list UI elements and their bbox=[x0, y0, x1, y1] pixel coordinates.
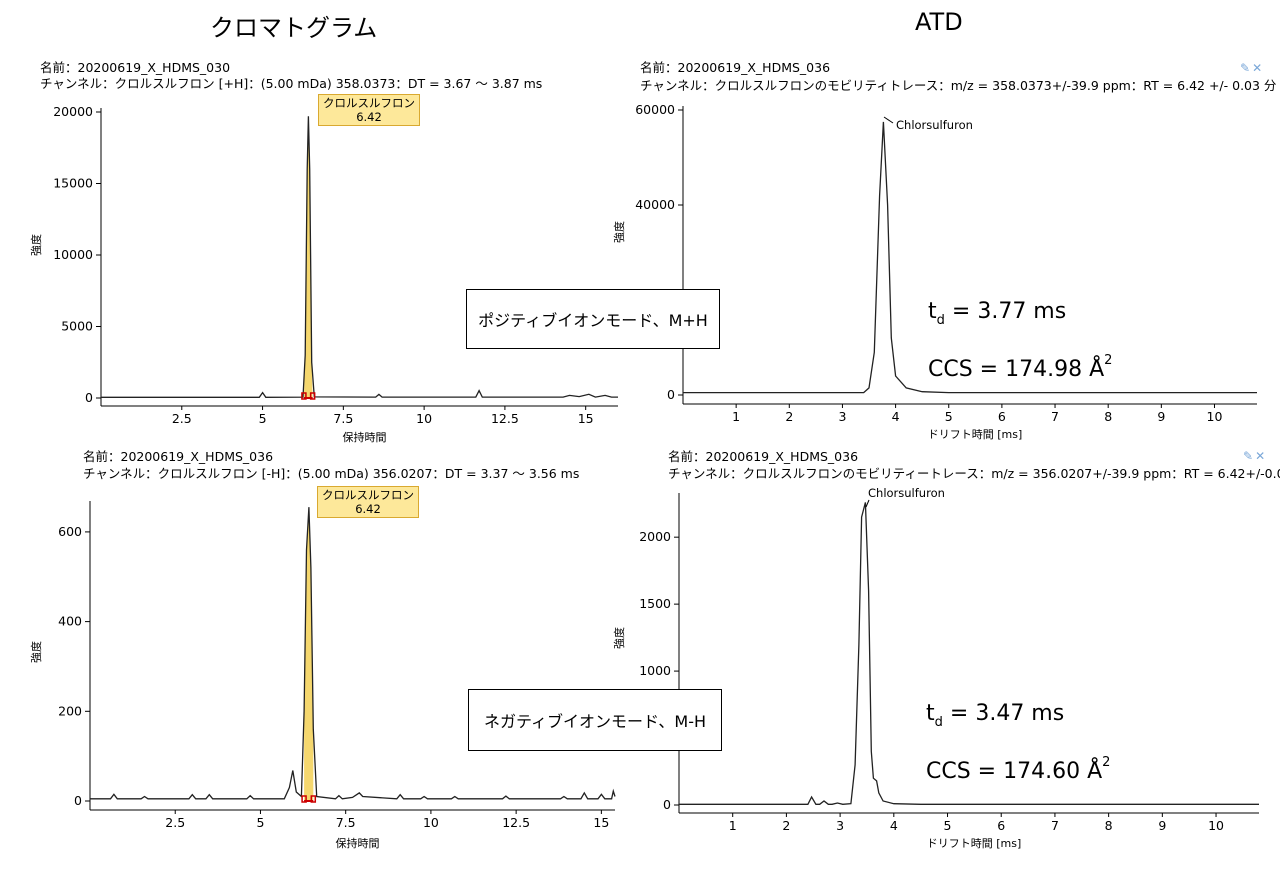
close-icon[interactable]: ✕ bbox=[1255, 449, 1268, 463]
atd_pos-y-tick-label: 40000 bbox=[635, 197, 675, 212]
atd_pos-x-tick-label: 5 bbox=[945, 409, 953, 424]
chrom_neg-x-tick-label: 5 bbox=[256, 815, 264, 830]
atd_neg-y-axis-label: 強度 bbox=[612, 627, 626, 649]
chromatogram-header: クロマトグラム bbox=[210, 14, 378, 42]
atd-pos-peak-name: Chlorsulfuron bbox=[896, 118, 973, 132]
atd_pos-x-tick-label: 8 bbox=[1104, 409, 1112, 424]
atd_pos-x-axis-label: ドリフト時間 [ms] bbox=[928, 428, 1023, 441]
atd_neg-trace bbox=[679, 502, 1259, 805]
atd_pos-x-tick-label: 10 bbox=[1207, 409, 1223, 424]
chrom_pos-y-tick-label: 10000 bbox=[53, 247, 93, 262]
chrom_pos-y-tick-label: 5000 bbox=[61, 319, 93, 334]
chrom-pos-channel: チャンネル：クロルスルフロン [+H]：(5.00 mDa) 358.0373：… bbox=[40, 76, 543, 91]
chrom_pos-y-tick-label: 15000 bbox=[53, 176, 93, 191]
chrom_pos-x-tick-label: 15 bbox=[578, 411, 594, 426]
atd_pos-y-axis-label: 強度 bbox=[612, 221, 626, 243]
atd_pos-x-tick-label: 3 bbox=[838, 409, 846, 424]
atd_pos-x-tick-label: 1 bbox=[732, 409, 740, 424]
chrom_pos-trace bbox=[101, 116, 618, 398]
atd_neg-x-tick-label: 9 bbox=[1158, 818, 1166, 833]
atd_neg-x-axis-label: ドリフト時間 [ms] bbox=[927, 837, 1022, 850]
atd-pos-toolbar: ✎✕ bbox=[1240, 61, 1264, 75]
negative-ion-mode-box: ネガティブイオンモード、M-H bbox=[468, 689, 722, 751]
atd-neg-channel: チャンネル：クロルスルフロンのモビリティートレース：m/z = 356.0207… bbox=[668, 466, 1280, 481]
chrom-neg-name: 名前：20200619_X_HDMS_036 bbox=[83, 449, 274, 464]
atd_neg-x-tick-label: 6 bbox=[997, 818, 1005, 833]
atd_pos-trace bbox=[683, 121, 1257, 394]
chrom-pos-name: 名前：20200619_X_HDMS_030 bbox=[40, 60, 231, 75]
atd_neg-x-tick-label: 1 bbox=[729, 818, 737, 833]
chrom_pos-y-tick-label: 20000 bbox=[53, 104, 93, 119]
atd_neg-x-tick-label: 7 bbox=[1051, 818, 1059, 833]
chrom_neg-x-tick-label: 10 bbox=[423, 815, 439, 830]
chrom-pos-peak-label: クロルスルフロン 6.42 bbox=[318, 94, 420, 126]
atd_pos-y-tick-label: 0 bbox=[667, 387, 675, 402]
chrom_pos-x-tick-label: 12.5 bbox=[491, 411, 519, 426]
positive-ion-mode-box: ポジティブイオンモード、M+H bbox=[466, 289, 720, 349]
chrom_neg-y-tick-label: 600 bbox=[58, 524, 82, 539]
atd-neg-annotation: td = 3.47 ms CCS = 174.60 Å2 bbox=[926, 694, 1110, 792]
atd_neg-y-tick-label: 2000 bbox=[639, 529, 671, 544]
atd_pos-x-tick-label: 9 bbox=[1157, 409, 1165, 424]
chrom_neg-x-tick-label: 15 bbox=[593, 815, 609, 830]
peak-compound-name: クロルスルフロン bbox=[323, 96, 415, 110]
atd_neg-y-tick-label: 1500 bbox=[639, 596, 671, 611]
atd_neg-x-tick-label: 2 bbox=[782, 818, 790, 833]
atd_neg-x-tick-label: 8 bbox=[1105, 818, 1113, 833]
atd_pos-peak-leader bbox=[883, 116, 894, 124]
peak-retention-time: 6.42 bbox=[355, 502, 381, 516]
chrom_neg-trace bbox=[90, 507, 616, 800]
peak-compound-name: クロルスルフロン bbox=[322, 488, 414, 502]
atd_neg-y-tick-label: 1000 bbox=[639, 663, 671, 678]
atd_pos-y-tick-label: 60000 bbox=[635, 102, 675, 117]
chrom-neg-channel: チャンネル：クロルスルフロン [-H]：(5.00 mDa) 356.0207：… bbox=[83, 466, 580, 481]
atd_pos-x-tick-label: 4 bbox=[892, 409, 900, 424]
chrom_neg-x-tick-label: 2.5 bbox=[165, 815, 185, 830]
atd_pos-x-tick-label: 2 bbox=[785, 409, 793, 424]
chrom_neg-y-tick-label: 400 bbox=[58, 614, 82, 629]
atd-pos-channel: チャンネル：クロルスルフロンのモビリティトレース：m/z = 358.0373+… bbox=[640, 78, 1277, 93]
drift-time-value: td = 3.77 ms bbox=[928, 299, 1067, 328]
atd-neg-peak-name: Chlorsulfuron bbox=[868, 486, 945, 500]
atd_neg-x-tick-label: 3 bbox=[836, 818, 844, 833]
ccs-value: CCS = 174.98 Å2 bbox=[928, 353, 1113, 382]
ccs-value: CCS = 174.60 Å2 bbox=[926, 755, 1111, 784]
chrom_neg-x-axis-label: 保持時間 bbox=[336, 836, 380, 850]
chrom-neg-peak-label: クロルスルフロン 6.42 bbox=[317, 486, 419, 518]
chrom_pos-y-tick-label: 0 bbox=[85, 390, 93, 405]
chrom_neg-y-tick-label: 0 bbox=[74, 793, 82, 808]
atd_neg-peak-leader bbox=[865, 499, 870, 508]
atd_neg-x-tick-label: 10 bbox=[1208, 818, 1224, 833]
chrom_pos-x-tick-label: 7.5 bbox=[333, 411, 353, 426]
atd_pos-x-tick-label: 6 bbox=[998, 409, 1006, 424]
atd_pos-x-tick-label: 7 bbox=[1051, 409, 1059, 424]
chrom_neg-y-tick-label: 200 bbox=[58, 703, 82, 718]
atd-header: ATD bbox=[915, 8, 963, 36]
atd-neg-name: 名前：20200619_X_HDMS_036 bbox=[668, 449, 859, 464]
chrom_pos-x-tick-label: 5 bbox=[259, 411, 267, 426]
chrom_pos-x-tick-label: 2.5 bbox=[172, 411, 192, 426]
chrom_neg-x-tick-label: 7.5 bbox=[336, 815, 356, 830]
pin-icon[interactable]: ✎ bbox=[1243, 449, 1256, 463]
atd-pos-name: 名前：20200619_X_HDMS_036 bbox=[640, 60, 831, 75]
atd_neg-x-tick-label: 4 bbox=[890, 818, 898, 833]
chrom_neg-x-tick-label: 12.5 bbox=[502, 815, 530, 830]
close-icon[interactable]: ✕ bbox=[1252, 61, 1265, 75]
atd_neg-x-tick-label: 5 bbox=[944, 818, 952, 833]
atd-pos-annotation: td = 3.77 ms CCS = 174.98 Å2 bbox=[928, 292, 1112, 390]
chrom_neg-y-axis-label: 強度 bbox=[29, 641, 43, 663]
pin-icon[interactable]: ✎ bbox=[1240, 61, 1253, 75]
chrom_pos-x-axis-label: 保持時間 bbox=[343, 430, 387, 444]
atd_neg-y-tick-label: 0 bbox=[663, 797, 671, 812]
chrom_pos-y-axis-label: 強度 bbox=[29, 234, 43, 256]
chrom_pos-x-tick-label: 10 bbox=[416, 411, 432, 426]
drift-time-value: td = 3.47 ms bbox=[926, 701, 1065, 730]
atd-neg-toolbar: ✎✕ bbox=[1243, 449, 1267, 463]
peak-retention-time: 6.42 bbox=[356, 110, 382, 124]
